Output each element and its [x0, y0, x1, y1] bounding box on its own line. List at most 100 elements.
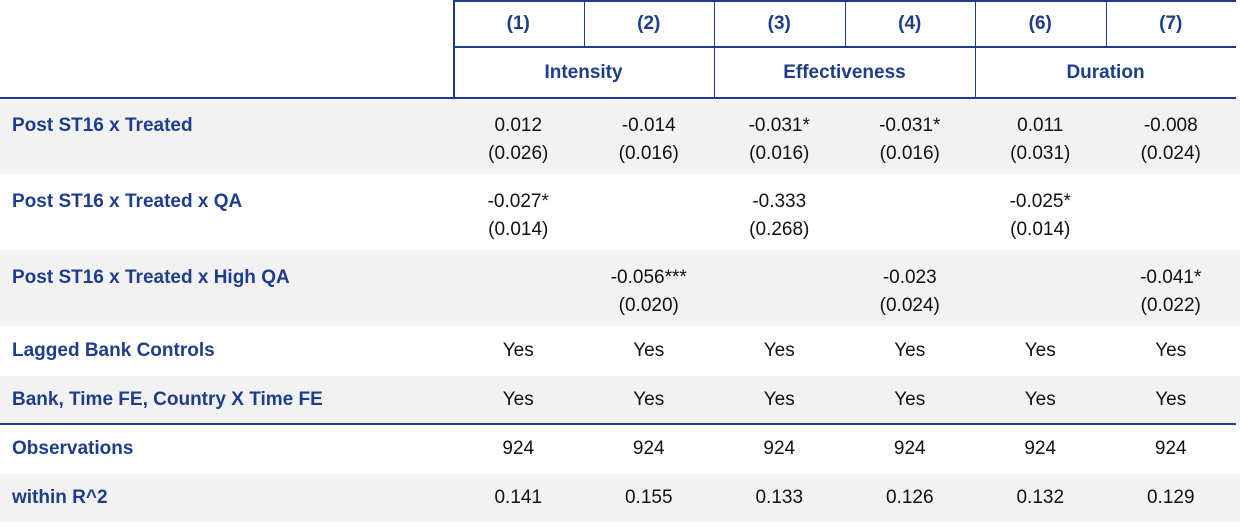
cell: 0.133 — [714, 484, 845, 512]
cell-text: Yes — [894, 340, 926, 361]
cell: 924 — [1106, 435, 1237, 463]
row-label: Lagged Bank Controls — [12, 340, 215, 361]
cell: 0.126 — [845, 484, 976, 512]
cell: -0.031* (0.016) — [845, 112, 976, 168]
cell-text: -0.008 — [1143, 115, 1198, 136]
cell-text: -0.025* — [1009, 191, 1071, 212]
cell-text: Yes — [633, 389, 665, 410]
cell-text: (0.014) — [488, 219, 549, 240]
row-background — [0, 376, 1240, 424]
cell-text: Yes — [1155, 389, 1187, 410]
cell-text: 924 — [763, 438, 796, 459]
cell-text: 924 — [1024, 438, 1057, 459]
cell: 924 — [975, 435, 1106, 463]
cell-text: 0.155 — [624, 487, 673, 508]
cell: 0.155 — [584, 484, 715, 512]
column-header: (6) — [1028, 12, 1052, 34]
cell-text: Yes — [1155, 340, 1187, 361]
cell: Yes — [453, 386, 584, 414]
cell-text: Yes — [763, 389, 795, 410]
row-background — [0, 474, 1240, 522]
row-label: Bank, Time FE, Country X Time FE — [12, 389, 323, 410]
cell: -0.014 (0.016) — [584, 112, 715, 168]
cell-text: 0.012 — [494, 115, 543, 136]
cell-text: (0.020) — [618, 295, 679, 316]
rule — [453, 46, 1236, 48]
rule — [1106, 0, 1107, 47]
cell-text: 0.126 — [885, 487, 934, 508]
cell: -0.025* (0.014) — [975, 188, 1106, 244]
cell: -0.041* (0.022) — [1106, 264, 1237, 320]
cell: Yes — [975, 386, 1106, 414]
rule — [0, 97, 1236, 99]
cell: -0.027* (0.014) — [453, 188, 584, 244]
rule — [714, 47, 715, 98]
row-label: Post ST16 x Treated x QA — [12, 191, 243, 212]
cell-text: (0.024) — [1140, 143, 1201, 164]
cell-text: (0.031) — [1010, 143, 1071, 164]
cell: 924 — [584, 435, 715, 463]
cell-text: 0.129 — [1146, 487, 1195, 508]
rule — [453, 0, 455, 98]
rule — [584, 0, 585, 47]
cell-text: (0.024) — [879, 295, 940, 316]
cell: 0.141 — [453, 484, 584, 512]
cell-text: (0.016) — [618, 143, 679, 164]
cell-text: Yes — [763, 340, 795, 361]
cell-text: Yes — [502, 340, 534, 361]
cell-text: 0.141 — [494, 487, 543, 508]
row-background — [0, 250, 1240, 326]
cell-text: (0.268) — [749, 219, 810, 240]
cell: 0.129 — [1106, 484, 1237, 512]
cell-text: -0.014 — [621, 115, 676, 136]
column-header: (3) — [767, 12, 791, 34]
row-background — [0, 98, 1240, 174]
cell-text: Yes — [1024, 340, 1056, 361]
column-header: (4) — [898, 12, 922, 34]
cell-text: 924 — [1154, 438, 1187, 459]
cell: -0.023 (0.024) — [845, 264, 976, 320]
cell: Yes — [1106, 337, 1237, 365]
rule — [845, 0, 846, 47]
cell-text: 0.133 — [755, 487, 804, 508]
cell: Yes — [584, 337, 715, 365]
row-label: Post ST16 x Treated x High QA — [12, 267, 290, 288]
rule — [0, 423, 1236, 425]
cell-text: 0.011 — [1017, 115, 1064, 136]
cell: 924 — [845, 435, 976, 463]
cell: -0.031* (0.016) — [714, 112, 845, 168]
cell-text: (0.016) — [879, 143, 940, 164]
rule — [975, 47, 976, 98]
cell-text: (0.026) — [488, 143, 549, 164]
column-header: (1) — [506, 12, 530, 34]
cell: -0.008 (0.024) — [1106, 112, 1237, 168]
cell-text: Yes — [633, 340, 665, 361]
cell: 0.132 — [975, 484, 1106, 512]
cell: Yes — [584, 386, 715, 414]
cell-text: 924 — [632, 438, 665, 459]
cell: 924 — [714, 435, 845, 463]
cell-text: -0.056*** — [610, 267, 687, 288]
cell: Yes — [845, 337, 976, 365]
cell: 0.012 (0.026) — [453, 112, 584, 168]
cell: Yes — [453, 337, 584, 365]
row-label: within R^2 — [12, 487, 108, 508]
rule — [453, 0, 1236, 2]
cell-text: -0.023 — [882, 267, 937, 288]
cell-text: -0.031* — [748, 115, 810, 136]
column-header: (7) — [1159, 12, 1183, 34]
cell-text: 924 — [502, 438, 535, 459]
group-header: Intensity — [544, 61, 623, 83]
cell-text: -0.027* — [487, 191, 549, 212]
cell-text: 924 — [893, 438, 926, 459]
cell: -0.056*** (0.020) — [584, 264, 715, 320]
cell-text: Yes — [502, 389, 534, 410]
cell: 0.011 (0.031) — [975, 112, 1106, 168]
cell-text: (0.016) — [749, 143, 810, 164]
cell: -0.333 (0.268) — [714, 188, 845, 244]
cell: Yes — [714, 386, 845, 414]
cell-text: (0.014) — [1010, 219, 1071, 240]
row-label: Observations — [12, 438, 134, 459]
cell-text: -0.031* — [879, 115, 941, 136]
cell-text: Yes — [894, 389, 926, 410]
